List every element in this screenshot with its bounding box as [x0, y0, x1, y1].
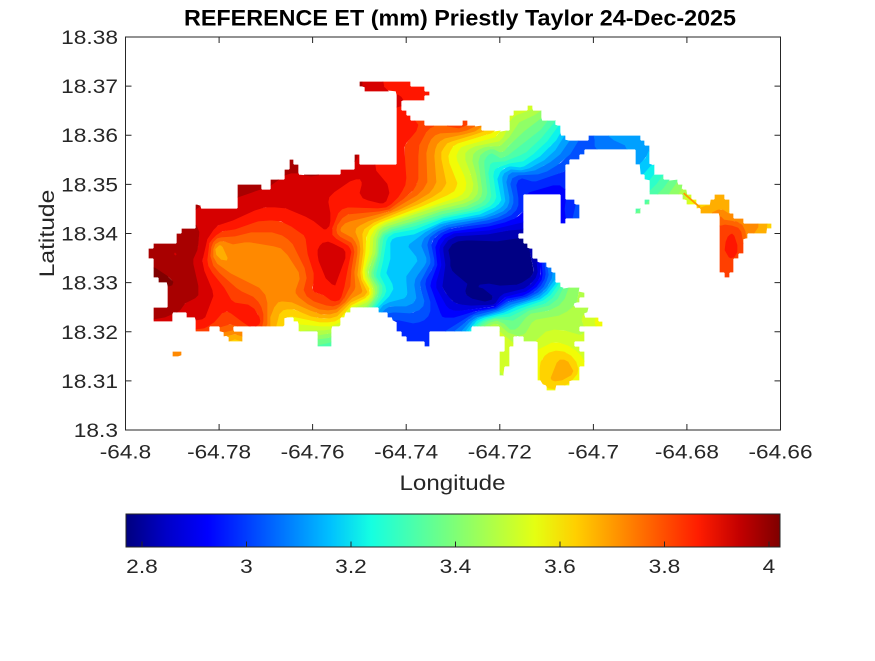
svg-text:Latitude: Latitude	[36, 190, 59, 278]
svg-text:18.35: 18.35	[61, 175, 118, 196]
svg-text:2.8: 2.8	[126, 557, 158, 578]
svg-text:-64.74: -64.74	[374, 443, 439, 464]
svg-text:-64.76: -64.76	[281, 443, 345, 464]
svg-text:-64.7: -64.7	[568, 443, 619, 464]
svg-text:18.37: 18.37	[61, 77, 118, 98]
svg-text:18.31: 18.31	[61, 372, 118, 393]
svg-text:3.4: 3.4	[440, 557, 472, 578]
svg-text:18.3: 18.3	[74, 421, 118, 442]
svg-text:-64.72: -64.72	[468, 443, 532, 464]
svg-text:-64.68: -64.68	[655, 443, 719, 464]
svg-text:18.32: 18.32	[61, 323, 118, 344]
svg-text:REFERENCE ET (mm) Priestly Tay: REFERENCE ET (mm) Priestly Taylor 24-Dec…	[184, 6, 736, 31]
svg-text:18.34: 18.34	[61, 225, 118, 246]
svg-text:18.36: 18.36	[61, 126, 118, 147]
svg-text:3.2: 3.2	[335, 557, 367, 578]
svg-text:3.6: 3.6	[544, 557, 576, 578]
svg-text:4: 4	[763, 557, 776, 578]
svg-text:3: 3	[240, 557, 253, 578]
svg-text:3.8: 3.8	[649, 557, 681, 578]
svg-text:-64.8: -64.8	[100, 443, 151, 464]
svg-text:-64.78: -64.78	[187, 443, 251, 464]
svg-text:18.38: 18.38	[61, 28, 118, 49]
svg-text:-64.66: -64.66	[749, 443, 813, 464]
svg-text:18.33: 18.33	[61, 274, 118, 295]
svg-text:Longitude: Longitude	[400, 472, 506, 495]
